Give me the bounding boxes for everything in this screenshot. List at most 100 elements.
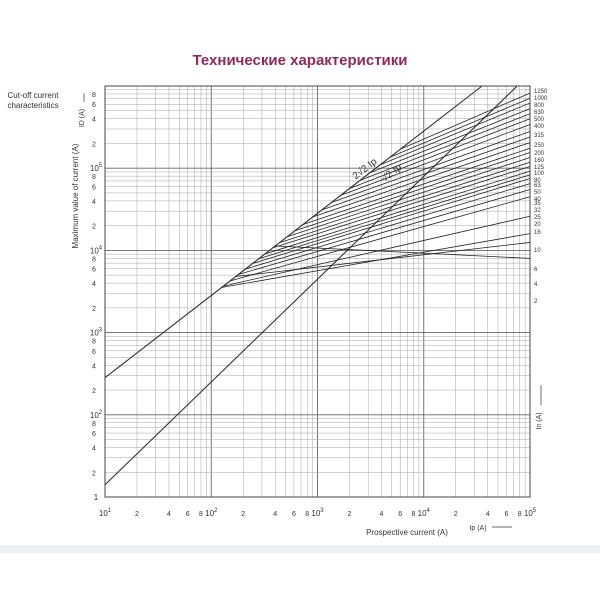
y-tick-label: 2: [92, 141, 96, 148]
series-line: [359, 113, 531, 181]
series-label: 80: [534, 178, 541, 184]
x-tick-label: 2: [454, 511, 458, 518]
series-line: [221, 233, 531, 288]
series-line: [264, 170, 531, 255]
reference-line: [104, 85, 518, 486]
x-tick-label: 2: [348, 511, 352, 518]
series-label: 6: [534, 267, 538, 273]
series-label: 630: [534, 110, 545, 116]
right-axis-symbol: In (A): [536, 412, 543, 429]
bottom-band: [0, 545, 600, 553]
x-tick-label: 8: [305, 511, 309, 518]
y-tick-label: 2: [92, 470, 96, 477]
x-tick-label: 102: [205, 508, 218, 518]
x-tick-label: 4: [167, 511, 171, 518]
y-tick-label: 2: [92, 224, 96, 231]
series-line: [272, 166, 531, 249]
x-tick-label: 103: [311, 508, 324, 518]
x-tick-label: 6: [504, 511, 508, 518]
series-label: 100: [534, 171, 545, 177]
y-tick-label: 4: [92, 363, 96, 370]
series-line: [294, 152, 531, 232]
y-tick-label: 8: [92, 92, 96, 99]
y-tick-label: 2: [92, 306, 96, 313]
x-tick-label: 4: [380, 511, 384, 518]
y-tick-label: 8: [92, 174, 96, 181]
y-tick-label: 8: [92, 339, 96, 346]
y-tick-label: 4: [92, 446, 96, 453]
chart-axes: [104, 85, 531, 498]
series-label: 40: [534, 197, 541, 203]
series-label: 160: [534, 158, 545, 164]
x-tick-label: 8: [412, 511, 416, 518]
y-tick-label: 102: [90, 410, 103, 420]
y-tick-label: 8: [92, 421, 96, 428]
y-axis-symbol: ID (A): [79, 109, 86, 127]
series-label: 35: [534, 201, 541, 207]
series-line: [238, 189, 531, 275]
y-axis-label: Maximum value of current (A): [71, 143, 80, 248]
series-line: [275, 245, 531, 259]
y-tick-label: 4: [92, 281, 96, 288]
series-line: [321, 136, 531, 211]
reference-line: [104, 85, 483, 379]
series-label: 2: [534, 299, 538, 305]
y-tick-label: 2: [92, 388, 96, 395]
x-axis-symbol: Ip (A): [469, 525, 486, 532]
x-tick-label: 4: [486, 511, 490, 518]
x-tick-label: 105: [524, 508, 537, 518]
series-line: [340, 124, 531, 196]
chart-series: [104, 85, 531, 486]
x-tick-label: 6: [186, 511, 190, 518]
series-line: [279, 161, 531, 243]
x-tick-label: 4: [273, 511, 277, 518]
series-line: [252, 178, 531, 264]
series-line: [302, 147, 531, 225]
series-label: 1000: [534, 96, 548, 102]
x-tick-label: 8: [199, 511, 203, 518]
y-tick-label: 103: [90, 328, 103, 338]
series-label: 200: [534, 151, 545, 157]
series-label: 20: [534, 222, 541, 228]
series-label: 10: [534, 248, 541, 254]
series-label: 4: [534, 282, 538, 288]
series-line: [380, 102, 531, 166]
x-tick-label: 6: [292, 511, 296, 518]
y-tick-label: 6: [92, 267, 96, 274]
series-line: [229, 196, 531, 282]
series-line: [331, 131, 531, 203]
y-tick-label: 6: [92, 431, 96, 438]
series-line: [349, 118, 531, 189]
series-label: 125: [534, 165, 545, 171]
plot-frame: [104, 85, 531, 498]
y-tick-label: 6: [92, 184, 96, 191]
x-tick-label: 6: [398, 511, 402, 518]
series-label: 400: [534, 124, 545, 130]
series-label: 800: [534, 103, 545, 109]
series-label: 16: [534, 230, 541, 236]
chart-title: Cut-off current: [8, 91, 60, 100]
y-tick-label: 4: [92, 199, 96, 206]
series-label: 315: [534, 133, 545, 139]
series-line: [287, 157, 531, 237]
page-title: Технические характеристики: [192, 52, 408, 69]
chart-title: characteristics: [7, 101, 58, 110]
y-tick-label: 8: [92, 256, 96, 263]
series-label: 250: [534, 143, 545, 149]
y-tick-label: 104: [90, 245, 103, 255]
series-label: 63: [534, 183, 541, 189]
x-tick-label: 101: [99, 508, 112, 518]
series-line: [245, 183, 531, 270]
chart-grid: [104, 86, 530, 498]
series-line: [400, 92, 531, 150]
series-label: 32: [534, 208, 541, 214]
y-tick-label: 4: [92, 117, 96, 124]
x-tick-label: 2: [241, 511, 245, 518]
x-tick-label: 2: [135, 511, 139, 518]
x-tick-label: 8: [518, 511, 522, 518]
y-tick-label: 6: [92, 102, 96, 109]
series-line: [312, 142, 531, 218]
series-label: 50: [534, 190, 541, 196]
